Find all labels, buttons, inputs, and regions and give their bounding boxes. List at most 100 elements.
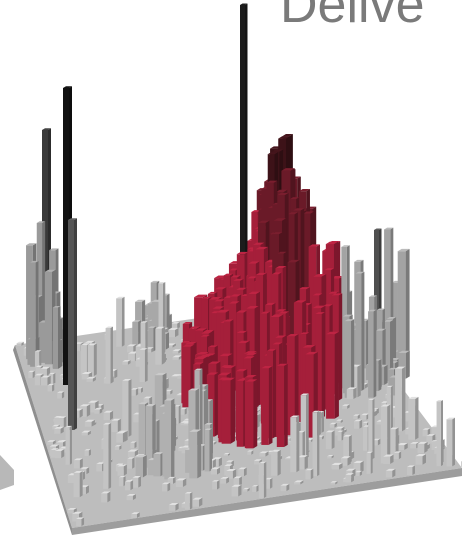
block-top — [56, 440, 67, 443]
block-top — [335, 426, 345, 429]
block-side — [178, 355, 182, 360]
block-front — [79, 406, 87, 417]
block-front — [154, 375, 163, 455]
block-side — [306, 393, 309, 459]
block-front — [394, 452, 399, 460]
block-side — [63, 416, 67, 428]
block-side — [427, 443, 430, 450]
block-top — [189, 429, 202, 432]
block-front — [361, 415, 367, 420]
block-side — [257, 436, 261, 441]
block-side — [138, 320, 141, 346]
block-top — [276, 363, 288, 366]
block-front — [94, 409, 100, 414]
block-top — [238, 467, 247, 470]
block-top — [259, 451, 269, 454]
block-top — [101, 491, 111, 494]
block-top — [182, 344, 195, 347]
block-side — [172, 343, 176, 348]
block-top — [229, 268, 239, 271]
block-top — [342, 404, 350, 406]
block-front — [192, 499, 200, 507]
block-front — [79, 487, 86, 495]
block-top — [84, 340, 95, 343]
block-side — [415, 396, 419, 440]
block-side — [110, 326, 113, 384]
block-top — [34, 350, 42, 352]
block-top — [28, 370, 35, 373]
block-side — [357, 414, 360, 419]
block-front — [343, 436, 349, 464]
block-front — [326, 334, 335, 419]
block-side — [144, 348, 148, 382]
block-top — [323, 304, 333, 307]
block-front — [397, 251, 406, 376]
block-side — [122, 431, 127, 443]
block-top — [76, 517, 85, 519]
block-front — [345, 474, 352, 483]
block-front — [245, 381, 254, 449]
block-top — [258, 461, 267, 464]
block-side — [401, 366, 406, 432]
block-front — [116, 433, 123, 443]
block-top — [103, 410, 114, 413]
block-top — [143, 396, 153, 399]
block-side — [452, 417, 456, 467]
block-front — [325, 432, 332, 450]
block-top — [410, 441, 420, 444]
block-side — [341, 430, 344, 441]
block-top — [139, 348, 148, 350]
block-side — [32, 370, 35, 379]
block-side — [216, 480, 220, 490]
block-top — [182, 321, 193, 324]
block-top — [251, 210, 261, 212]
block-side — [178, 405, 181, 424]
block-front — [135, 457, 143, 478]
block-top — [35, 365, 43, 367]
block-top — [26, 243, 37, 246]
block-top — [80, 467, 90, 469]
block-side — [52, 440, 56, 445]
block-front — [188, 390, 196, 465]
block-top — [180, 420, 191, 423]
block-top — [287, 259, 300, 263]
block-top — [275, 266, 287, 269]
block-front — [116, 298, 122, 347]
block-side — [218, 457, 222, 467]
block-top — [87, 343, 97, 346]
block-front — [380, 406, 388, 464]
block-side — [339, 462, 343, 470]
block-front — [130, 442, 135, 449]
block-top — [408, 396, 419, 399]
block-front — [337, 431, 342, 441]
block-top — [293, 208, 305, 211]
block-top — [164, 398, 175, 401]
block-top — [188, 326, 201, 329]
block-side — [88, 449, 91, 457]
block-top — [48, 372, 56, 375]
block-top — [299, 188, 310, 192]
block-side — [277, 449, 281, 476]
block-top — [50, 448, 59, 450]
block-top — [375, 328, 386, 331]
block-front — [267, 452, 272, 455]
block-front — [135, 359, 143, 367]
block-side — [170, 389, 173, 395]
block-top — [65, 425, 72, 428]
block-top — [208, 291, 218, 294]
block-front — [422, 429, 428, 437]
block-top — [395, 366, 406, 369]
block-front — [297, 432, 303, 470]
block-front — [353, 462, 361, 473]
block-side — [92, 376, 96, 382]
block-side — [178, 349, 182, 354]
block-top — [341, 245, 350, 247]
block-top — [248, 291, 261, 294]
block-side — [165, 378, 169, 390]
block-side — [136, 512, 140, 519]
block-top — [236, 378, 247, 381]
block-front — [153, 454, 161, 477]
block-front — [40, 377, 48, 386]
block-top — [332, 462, 343, 466]
block-top — [161, 482, 171, 485]
